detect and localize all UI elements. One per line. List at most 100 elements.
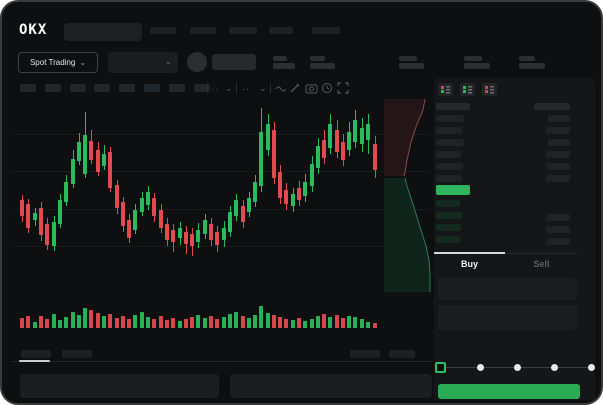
bid-row-amount[interactable] xyxy=(547,214,570,221)
slider-stop-dot[interactable] xyxy=(477,364,484,371)
timeframe-pill[interactable] xyxy=(169,84,185,92)
ask-row-amount[interactable] xyxy=(548,115,570,122)
candle-wick xyxy=(236,194,237,221)
chevron-down-icon[interactable]: ⌄ xyxy=(225,83,233,93)
fullscreen-icon[interactable] xyxy=(337,82,349,94)
candle xyxy=(140,198,144,212)
ask-row-amount[interactable] xyxy=(547,163,570,170)
ask-row-price[interactable] xyxy=(436,139,464,146)
candle-wick xyxy=(299,181,300,206)
volume-bar xyxy=(152,319,156,328)
book-asks-only-icon[interactable] xyxy=(482,83,497,96)
order-form-field[interactable] xyxy=(438,278,577,300)
nav-item[interactable] xyxy=(229,27,257,34)
candle-wick xyxy=(161,204,162,233)
volume-bar xyxy=(178,321,182,328)
candle xyxy=(266,124,270,150)
book-both-sides-icon[interactable] xyxy=(438,83,453,96)
candle xyxy=(328,124,332,148)
slider-stop-dot[interactable] xyxy=(588,364,595,371)
tab-buy[interactable]: Buy xyxy=(460,259,478,269)
line-style-wave-icon[interactable] xyxy=(275,83,287,94)
toolbar-divider xyxy=(236,83,237,93)
candle xyxy=(33,213,37,220)
buy-submit-button[interactable] xyxy=(438,384,580,399)
bottom-panel-placeholder[interactable] xyxy=(20,374,219,398)
volume-bar xyxy=(58,320,62,328)
chart-footer-tab[interactable] xyxy=(21,350,51,358)
book-bids-only-icon[interactable] xyxy=(460,83,475,96)
ask-row-price[interactable] xyxy=(436,163,463,170)
ask-row-amount[interactable] xyxy=(546,127,570,134)
bid-row-price[interactable] xyxy=(436,224,461,231)
chart-footer-tab[interactable] xyxy=(62,350,92,358)
volume-bar xyxy=(165,320,169,328)
pair-selector-dropdown[interactable]: ⌄ xyxy=(108,52,178,73)
ask-row-amount[interactable] xyxy=(548,139,570,146)
ask-row-price[interactable] xyxy=(436,127,462,134)
volume-bar xyxy=(247,318,251,328)
timeframe-pill[interactable] xyxy=(45,84,61,92)
candle xyxy=(39,208,43,235)
timeframe-pill[interactable] xyxy=(20,84,36,92)
candle xyxy=(58,200,62,224)
orderbook-header-price xyxy=(436,103,470,110)
camera-snapshot-icon[interactable] xyxy=(305,82,318,94)
chart-footer-tab[interactable] xyxy=(389,350,415,358)
bottom-panel-placeholder[interactable] xyxy=(230,374,432,398)
volume-bar xyxy=(190,317,194,328)
timeframe-pill[interactable] xyxy=(94,84,110,92)
tab-sell[interactable]: Sell xyxy=(533,259,550,269)
ask-row-amount[interactable] xyxy=(546,175,570,182)
volume-bar xyxy=(71,312,75,328)
market-type-dropdown[interactable]: Spot Trading ⌄ xyxy=(18,52,98,73)
indicator-dropdown[interactable]: ·· xyxy=(242,84,250,94)
bid-row-price[interactable] xyxy=(436,200,460,207)
timeframe-pill[interactable] xyxy=(119,84,135,92)
bid-row-price[interactable] xyxy=(436,236,460,243)
order-form-field[interactable] xyxy=(438,305,577,330)
draw-pencil-icon[interactable] xyxy=(289,82,301,94)
volume-bar xyxy=(121,316,125,328)
volume-bar xyxy=(241,316,245,328)
search-input[interactable] xyxy=(64,23,142,41)
chevron-down-icon[interactable]: ⌄ xyxy=(259,83,267,93)
ask-row-amount[interactable] xyxy=(546,151,570,158)
slider-stop-dot[interactable] xyxy=(551,364,558,371)
ask-row-price[interactable] xyxy=(436,151,461,158)
volume-bar xyxy=(215,319,219,328)
timeframe-pill[interactable] xyxy=(194,84,210,92)
timeframe-pill[interactable] xyxy=(144,84,160,92)
volume-bar xyxy=(303,321,307,328)
bid-row-amount[interactable] xyxy=(546,226,570,233)
slider-stop-dot[interactable] xyxy=(514,364,521,371)
nav-item[interactable] xyxy=(190,27,216,34)
candle-wick xyxy=(224,221,225,247)
bid-row-price[interactable] xyxy=(436,212,462,219)
nav-item[interactable] xyxy=(312,27,340,34)
candle-wick xyxy=(211,218,212,246)
history-clock-icon[interactable] xyxy=(321,82,333,94)
nav-item[interactable] xyxy=(150,27,176,34)
bid-row-amount[interactable] xyxy=(547,238,570,245)
candle-wick xyxy=(41,202,42,241)
ask-row-price[interactable] xyxy=(436,175,462,182)
candle xyxy=(146,192,150,205)
volume-bar xyxy=(140,312,144,328)
candle xyxy=(310,164,314,186)
volume-bar xyxy=(209,316,213,328)
volume-bar xyxy=(127,319,131,328)
timeframe-pill[interactable] xyxy=(70,84,86,92)
chart-footer-tab[interactable] xyxy=(350,350,380,358)
candle xyxy=(127,220,131,238)
volume-bar xyxy=(259,306,263,328)
candle xyxy=(71,159,75,184)
volume-bar xyxy=(20,318,24,328)
nav-item[interactable] xyxy=(269,27,293,34)
amount-slider-handle[interactable] xyxy=(435,362,446,373)
interval-dropdown[interactable]: ·· xyxy=(211,84,219,94)
candle-wick xyxy=(123,197,124,232)
ask-row-price[interactable] xyxy=(436,115,464,122)
candle-wick xyxy=(261,108,262,192)
candle-wick xyxy=(286,183,287,210)
